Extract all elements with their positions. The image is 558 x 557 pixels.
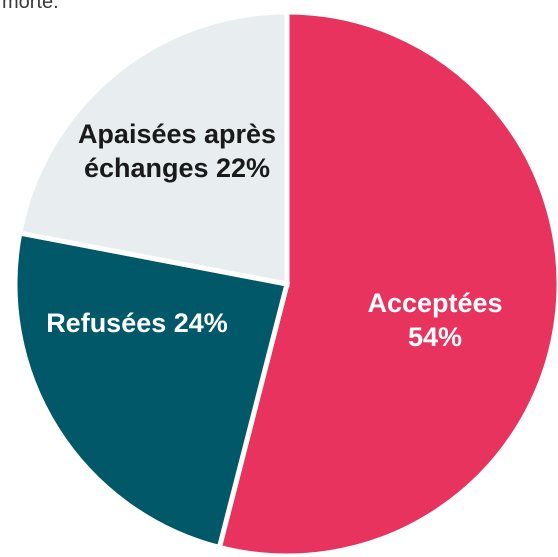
slice-label: 54%: [408, 322, 462, 352]
pie-slices: [12, 9, 558, 557]
slice-label: Refusées 24%: [46, 308, 228, 338]
slice-label: Apaisées après: [78, 119, 276, 149]
slice-label: échanges 22%: [84, 153, 270, 183]
top-cut-text: morte.: [2, 0, 59, 13]
pie-slice-refus-es: [12, 230, 291, 551]
pie-labels: Acceptées 54% Refusées 24% Apaisées après éc…: [46, 119, 502, 352]
pie-slice-apais-es-apr-s-changes: [16, 9, 290, 288]
slice-label: Acceptées: [367, 288, 502, 318]
pie-slice-accept-es: [216, 9, 558, 557]
